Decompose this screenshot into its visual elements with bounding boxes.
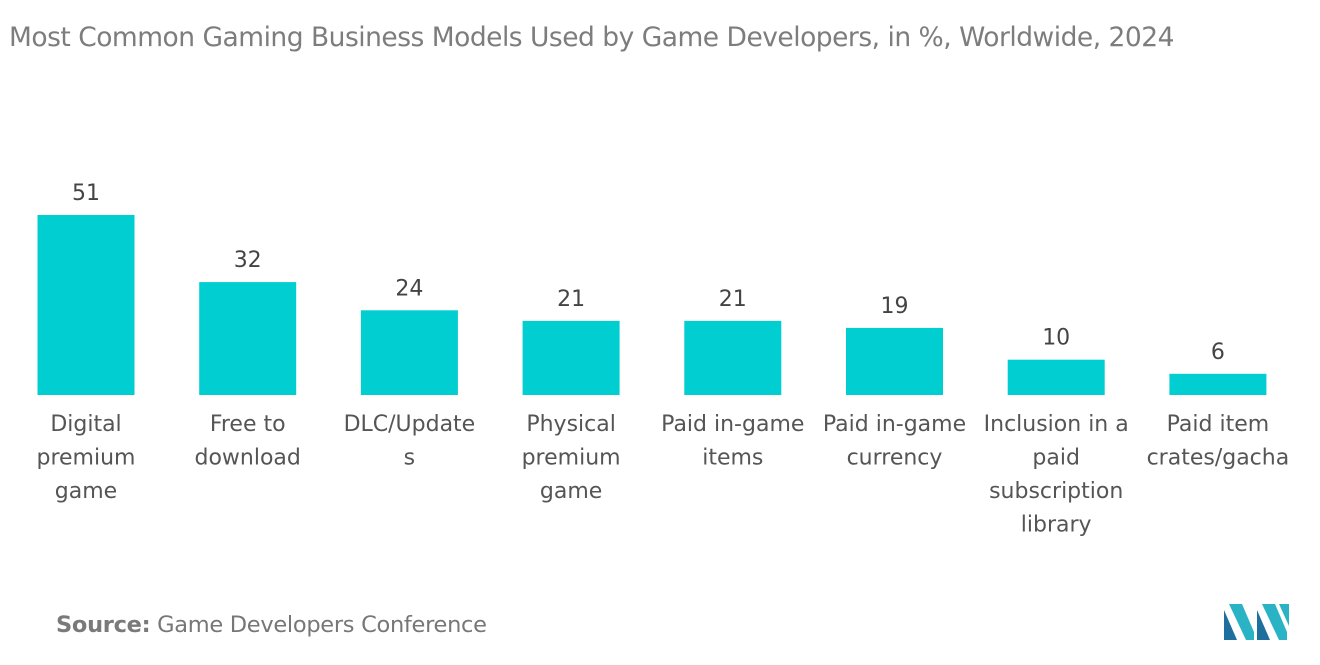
category-label: Paid item crates/gacha	[1147, 412, 1290, 471]
category-label: DLC/Update s	[344, 412, 476, 471]
category-label-line: s	[404, 446, 415, 471]
category-label: Digital premium game	[37, 412, 136, 504]
bar	[360, 310, 458, 395]
category-label-line: Digital	[50, 412, 121, 437]
category-label-line: crates/gacha	[1147, 446, 1290, 471]
category-label-line: items	[702, 446, 763, 471]
category-label-line: premium	[522, 446, 621, 471]
bar-value-label: 21	[557, 287, 585, 312]
bar	[522, 320, 620, 395]
value-labels-group: 51 32 24 21 21 19 10 6	[72, 181, 1225, 365]
category-label: Free to download	[195, 412, 301, 471]
category-label-line: library	[1021, 513, 1092, 538]
source-note: Source: Game Developers Conference	[56, 612, 487, 638]
category-label-line: Paid in-game	[823, 412, 966, 437]
bar-value-label: 6	[1211, 340, 1225, 365]
bar-value-label: 10	[1042, 326, 1070, 351]
category-label-line: subscription	[989, 479, 1123, 504]
category-labels-group: Digital premium game Free to download DLC/Upd…	[37, 412, 1290, 538]
category-label-line: Physical	[526, 412, 616, 437]
category-label-line: DLC/Update	[344, 412, 476, 437]
bars-group	[37, 215, 1267, 395]
bar	[684, 320, 782, 395]
category-label: Physical premium game	[522, 412, 621, 504]
category-label-line: Free to	[210, 412, 286, 437]
bar-value-label: 32	[234, 248, 262, 273]
bar-value-label: 24	[395, 276, 423, 301]
category-label: Inclusion in a paid subscription library	[984, 412, 1129, 538]
bar-chart: 51 32 24 21 21 19 10 6 Digital premium game Free t…	[37, 181, 1290, 538]
bar	[199, 282, 297, 395]
source-label: Source:	[56, 612, 151, 638]
category-label-line: paid	[1032, 446, 1080, 471]
bar	[1007, 359, 1105, 395]
category-label-line: Paid in-game	[661, 412, 804, 437]
bar	[846, 327, 943, 395]
category-label-line: game	[540, 479, 602, 504]
chart-title: Most Common Gaming Business Models Used …	[9, 22, 1174, 53]
bar-value-label: 19	[881, 294, 909, 319]
bar	[37, 215, 135, 395]
bar-value-label: 51	[72, 181, 100, 206]
mordor-intelligence-logo-icon	[1224, 604, 1289, 640]
category-label-line: download	[195, 446, 301, 471]
category-label: Paid in-game currency	[823, 412, 966, 471]
category-label-line: premium	[37, 446, 136, 471]
category-label-line: currency	[847, 446, 943, 471]
category-label-line: game	[55, 479, 117, 504]
category-label: Paid in-game items	[661, 412, 804, 471]
source-text: Game Developers Conference	[157, 612, 487, 638]
bar-value-label: 21	[719, 287, 747, 312]
bar	[1169, 373, 1267, 395]
category-label-line: Inclusion in a	[984, 412, 1129, 437]
category-label-line: Paid item	[1167, 412, 1270, 437]
